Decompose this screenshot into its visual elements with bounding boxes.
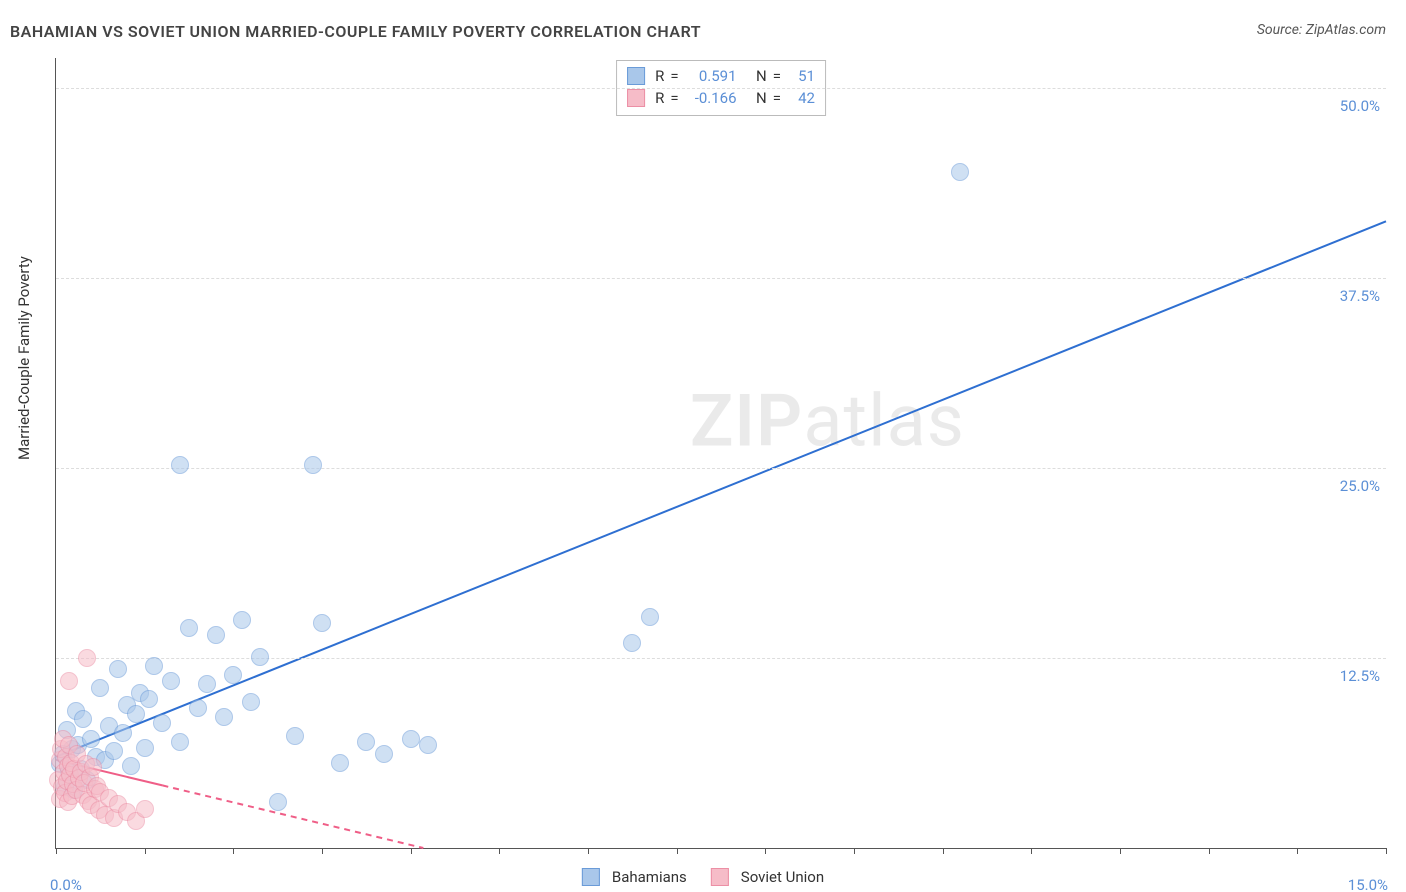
chart-container: BAHAMIAN VS SOVIET UNION MARRIED-COUPLE …: [0, 0, 1406, 892]
gridline: [56, 468, 1386, 469]
r-label-b: R: [655, 87, 664, 109]
data-point: [153, 714, 171, 732]
data-point: [641, 608, 659, 626]
legend-label-bahamians: Bahamians: [612, 868, 687, 886]
x-tick: [322, 848, 323, 854]
x-tick: [145, 848, 146, 854]
legend-item-bahamians: Bahamians: [582, 868, 687, 886]
data-point: [402, 730, 420, 748]
data-point: [233, 611, 251, 629]
data-point: [60, 672, 78, 690]
data-point: [375, 745, 393, 763]
source-attribution: Source: ZipAtlas.com: [1257, 22, 1386, 38]
x-tick: [1209, 848, 1210, 854]
x-tick: [411, 848, 412, 854]
x-tick: [1297, 848, 1298, 854]
data-point: [145, 657, 163, 675]
gridline: [56, 278, 1386, 279]
r-value-bahamians: 0.591: [685, 65, 737, 87]
source-name: ZipAtlas.com: [1306, 22, 1386, 38]
data-point: [623, 634, 641, 652]
x-tick: [233, 848, 234, 854]
data-point: [304, 456, 322, 474]
legend-swatch-bahamians-icon: [582, 868, 600, 886]
swatch-soviet-icon: [627, 89, 645, 107]
watermark: ZIPatlas: [690, 379, 965, 464]
eq-label-b2: =: [773, 87, 781, 109]
data-point: [162, 672, 180, 690]
data-point: [951, 163, 969, 181]
watermark-atlas: atlas: [803, 379, 965, 464]
y-tick-label: 25.0%: [1340, 477, 1380, 495]
x-tick: [854, 848, 855, 854]
eq-label: =: [670, 65, 678, 87]
data-point: [127, 705, 145, 723]
data-point: [171, 456, 189, 474]
data-point: [91, 679, 109, 697]
data-point: [78, 649, 96, 667]
x-tick: [1031, 848, 1032, 854]
r-value-soviet: -0.166: [685, 87, 737, 109]
gridline: [56, 88, 1386, 89]
data-point: [207, 626, 225, 644]
n-value-bahamians: 51: [787, 65, 815, 87]
data-point: [114, 724, 132, 742]
data-point: [286, 727, 304, 745]
plot-area: ZIPatlas R = 0.591 N = 51 R = -0.166 N =: [55, 58, 1386, 849]
data-point: [313, 614, 331, 632]
n-label-b: N: [756, 87, 767, 109]
legend-label-soviet: Soviet Union: [741, 868, 824, 886]
y-tick-label: 50.0%: [1340, 97, 1380, 115]
x-tick: [56, 848, 57, 854]
data-point: [136, 800, 154, 818]
r-label: R: [655, 65, 664, 87]
n-label: N: [756, 65, 767, 87]
data-point: [215, 708, 233, 726]
data-point: [171, 733, 189, 751]
data-point: [419, 736, 437, 754]
trend-lines: [56, 58, 1386, 848]
data-point: [74, 710, 92, 728]
legend-swatch-soviet-icon: [711, 868, 729, 886]
x-tick: [765, 848, 766, 854]
series-legend: Bahamians Soviet Union: [582, 868, 824, 886]
data-point: [180, 619, 198, 637]
x-tick: [499, 848, 500, 854]
data-point: [136, 739, 154, 757]
data-point: [357, 733, 375, 751]
data-point: [82, 730, 100, 748]
eq-label-b: =: [670, 87, 678, 109]
x-tick-label-max: 15.0%: [1348, 876, 1388, 892]
data-point: [198, 675, 216, 693]
n-value-soviet: 42: [787, 87, 815, 109]
chart-title: BAHAMIAN VS SOVIET UNION MARRIED-COUPLE …: [10, 22, 701, 41]
source-prefix: Source:: [1257, 22, 1306, 38]
watermark-zip: ZIP: [690, 379, 803, 464]
data-point: [109, 660, 127, 678]
data-point: [105, 742, 123, 760]
eq-label-2: =: [773, 65, 781, 87]
data-point: [224, 666, 242, 684]
x-tick: [677, 848, 678, 854]
x-tick: [588, 848, 589, 854]
data-point: [122, 757, 140, 775]
y-tick-label: 12.5%: [1340, 667, 1380, 685]
x-tick: [943, 848, 944, 854]
data-point: [189, 699, 207, 717]
legend-item-soviet: Soviet Union: [711, 868, 824, 886]
data-point: [269, 793, 287, 811]
x-tick: [1386, 848, 1387, 854]
data-point: [84, 758, 102, 776]
data-point: [331, 754, 349, 772]
stats-row-bahamians: R = 0.591 N = 51: [627, 65, 815, 87]
stats-row-soviet: R = -0.166 N = 42: [627, 87, 815, 109]
swatch-bahamians-icon: [627, 67, 645, 85]
data-point: [140, 690, 158, 708]
x-tick: [1120, 848, 1121, 854]
data-point: [251, 648, 269, 666]
y-tick-label: 37.5%: [1340, 287, 1380, 305]
data-point: [242, 693, 260, 711]
x-tick-label-min: 0.0%: [50, 876, 82, 892]
y-axis-label: Married-Couple Family Poverty: [15, 256, 33, 460]
